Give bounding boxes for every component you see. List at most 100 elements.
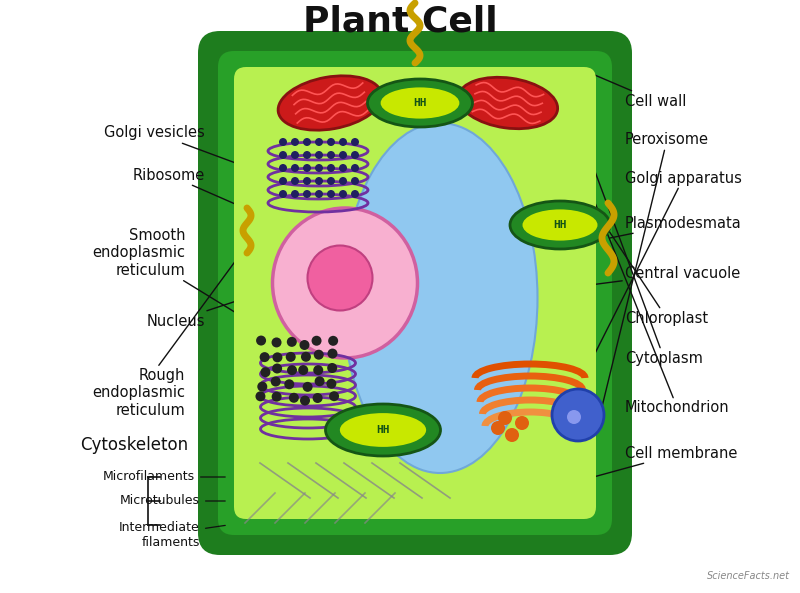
- Circle shape: [303, 177, 311, 185]
- Circle shape: [326, 379, 336, 388]
- Text: HH: HH: [554, 220, 566, 230]
- Text: Plasmodesmata: Plasmodesmata: [610, 215, 742, 238]
- Text: Microfilaments: Microfilaments: [103, 470, 226, 483]
- Circle shape: [291, 177, 299, 185]
- Circle shape: [272, 391, 282, 401]
- Ellipse shape: [381, 87, 459, 119]
- Circle shape: [315, 138, 323, 146]
- Text: Intermediate
filaments: Intermediate filaments: [119, 521, 226, 549]
- Circle shape: [303, 151, 311, 159]
- Circle shape: [279, 177, 287, 185]
- Ellipse shape: [510, 201, 610, 249]
- Text: Microtubules: Microtubules: [120, 495, 226, 508]
- Circle shape: [327, 138, 335, 146]
- Circle shape: [328, 336, 338, 346]
- Text: Smooth
endoplasmic
reticulum: Smooth endoplasmic reticulum: [92, 228, 277, 338]
- Text: HH: HH: [414, 98, 426, 108]
- Ellipse shape: [522, 209, 598, 241]
- Ellipse shape: [273, 208, 418, 358]
- Text: Golgi vesicles: Golgi vesicles: [104, 126, 295, 185]
- Circle shape: [279, 151, 287, 159]
- Circle shape: [301, 352, 311, 362]
- Text: Cytoskeleton: Cytoskeleton: [80, 436, 188, 454]
- Text: Golgi apparatus: Golgi apparatus: [575, 171, 742, 393]
- Circle shape: [315, 164, 323, 172]
- Circle shape: [303, 190, 311, 198]
- Text: ScienceFacts.net: ScienceFacts.net: [707, 571, 790, 581]
- Circle shape: [298, 365, 308, 375]
- Circle shape: [315, 151, 323, 159]
- Circle shape: [303, 138, 311, 146]
- Circle shape: [284, 380, 294, 389]
- Text: Cytoplasm: Cytoplasm: [590, 158, 703, 365]
- Circle shape: [273, 352, 282, 362]
- Text: Nucleus: Nucleus: [146, 285, 285, 329]
- Circle shape: [313, 393, 322, 403]
- Ellipse shape: [367, 79, 473, 127]
- Circle shape: [300, 396, 310, 406]
- Circle shape: [299, 340, 310, 350]
- Ellipse shape: [307, 246, 373, 311]
- Circle shape: [311, 336, 322, 346]
- Circle shape: [279, 138, 287, 146]
- Text: Plant Cell: Plant Cell: [302, 4, 498, 38]
- Circle shape: [339, 138, 347, 146]
- Text: Mitochondrion: Mitochondrion: [555, 103, 730, 416]
- Circle shape: [351, 164, 359, 172]
- Circle shape: [255, 391, 266, 401]
- Circle shape: [351, 138, 359, 146]
- Circle shape: [314, 350, 324, 360]
- Text: Cell wall: Cell wall: [590, 73, 686, 109]
- Circle shape: [351, 190, 359, 198]
- FancyBboxPatch shape: [234, 67, 596, 519]
- Circle shape: [315, 190, 323, 198]
- Circle shape: [327, 349, 338, 359]
- Circle shape: [339, 151, 347, 159]
- Circle shape: [505, 428, 519, 442]
- Circle shape: [270, 377, 281, 387]
- Ellipse shape: [458, 77, 558, 129]
- Circle shape: [314, 365, 323, 375]
- Text: Central vacuole: Central vacuole: [528, 266, 740, 293]
- Circle shape: [291, 190, 299, 198]
- Text: Peroxisome: Peroxisome: [600, 132, 709, 415]
- Circle shape: [329, 391, 339, 401]
- Ellipse shape: [278, 76, 382, 130]
- Circle shape: [327, 164, 335, 172]
- Circle shape: [351, 177, 359, 185]
- Circle shape: [261, 367, 270, 377]
- Ellipse shape: [340, 413, 426, 447]
- Text: Ribosome: Ribosome: [133, 167, 290, 228]
- Circle shape: [339, 177, 347, 185]
- Circle shape: [515, 416, 529, 430]
- Circle shape: [302, 382, 313, 392]
- Circle shape: [279, 164, 287, 172]
- Circle shape: [498, 411, 512, 425]
- Text: Cell membrane: Cell membrane: [535, 445, 738, 493]
- Circle shape: [289, 393, 299, 403]
- Ellipse shape: [326, 404, 441, 456]
- Circle shape: [279, 190, 287, 198]
- Circle shape: [315, 177, 323, 185]
- Circle shape: [339, 164, 347, 172]
- Circle shape: [287, 365, 297, 375]
- Circle shape: [303, 164, 311, 172]
- Circle shape: [271, 337, 282, 347]
- Text: Rough
endoplasmic
reticulum: Rough endoplasmic reticulum: [92, 203, 278, 418]
- Circle shape: [291, 151, 299, 159]
- Circle shape: [291, 138, 299, 146]
- Circle shape: [256, 336, 266, 346]
- Circle shape: [339, 190, 347, 198]
- Text: HH: HH: [376, 425, 390, 435]
- Circle shape: [491, 421, 505, 435]
- Circle shape: [327, 177, 335, 185]
- Circle shape: [314, 377, 325, 386]
- Circle shape: [260, 352, 270, 362]
- FancyBboxPatch shape: [218, 51, 612, 535]
- Circle shape: [327, 190, 335, 198]
- Circle shape: [552, 389, 604, 441]
- Circle shape: [286, 352, 296, 362]
- Circle shape: [327, 363, 337, 373]
- Circle shape: [272, 364, 282, 374]
- Text: Chloroplast: Chloroplast: [605, 225, 708, 326]
